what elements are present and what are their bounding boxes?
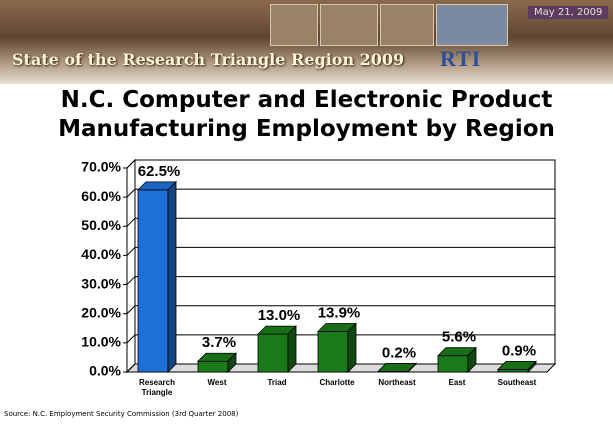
- y-tick-label: 30.0%: [81, 275, 121, 291]
- grid-line: [126, 305, 555, 315]
- grid-line: [126, 246, 555, 256]
- bar-side: [287, 325, 297, 373]
- bar: [197, 352, 237, 373]
- bar-front: [197, 360, 229, 373]
- x-tick-label: Research Triangle: [138, 378, 176, 397]
- x-tick-label: West: [207, 378, 227, 387]
- bar-front: [317, 331, 349, 373]
- value-label: 5.6%: [442, 329, 476, 346]
- bar: [257, 325, 297, 373]
- photo: [270, 4, 318, 46]
- bar-front: [137, 189, 169, 373]
- side-wall: [126, 158, 136, 374]
- grid-line: [126, 159, 555, 169]
- bar: [497, 360, 537, 373]
- grid-line: [126, 217, 555, 227]
- bar: [437, 346, 477, 373]
- grid-line: [126, 188, 555, 198]
- photo: [380, 4, 434, 46]
- bar: [137, 180, 177, 373]
- y-tick-label: 40.0%: [81, 246, 121, 262]
- value-label: 13.9%: [318, 304, 361, 321]
- x-tick-label: Southeast: [497, 378, 537, 387]
- value-label: 13.0%: [258, 307, 301, 324]
- bar-front: [257, 333, 289, 373]
- value-label: 62.5%: [138, 163, 181, 180]
- y-tick-label: 20.0%: [81, 304, 121, 320]
- source-note: Source: N.C. Employment Security Commiss…: [4, 410, 239, 418]
- chart-title: N.C. Computer and Electronic Product Man…: [58, 87, 555, 142]
- bar-front: [437, 355, 469, 373]
- x-tick-label: Charlotte: [319, 378, 355, 387]
- bar-side: [347, 322, 357, 373]
- banner-title: State of the Research Triangle Region 20…: [12, 50, 405, 69]
- value-label: 0.2%: [382, 344, 416, 361]
- y-tick-label: 50.0%: [81, 217, 121, 233]
- grid-line: [126, 334, 555, 344]
- value-label: 0.9%: [502, 342, 536, 359]
- bar-side: [167, 180, 177, 373]
- bar-side: [407, 362, 417, 373]
- bar: [317, 322, 357, 373]
- grid-line: [126, 276, 555, 285]
- photo: [436, 4, 508, 46]
- x-tick-label: Northeast: [378, 378, 416, 387]
- bar-side: [227, 352, 237, 373]
- banner-date: May 21, 2009: [528, 6, 609, 19]
- bar: [377, 362, 417, 373]
- bar-side: [527, 360, 537, 373]
- photo: [320, 4, 378, 46]
- banner: State of the Research Triangle Region 20…: [0, 0, 613, 84]
- x-tick-label: Triad: [267, 378, 287, 387]
- logo: RTI: [440, 46, 482, 71]
- bar-side: [467, 346, 477, 373]
- x-tick-label: East: [448, 378, 466, 387]
- y-tick-label: 70.0%: [81, 159, 121, 175]
- value-label: 3.7%: [202, 334, 236, 351]
- y-tick-label: 0.0%: [89, 363, 121, 379]
- y-tick-label: 60.0%: [81, 188, 121, 204]
- y-tick-label: 10.0%: [81, 334, 121, 350]
